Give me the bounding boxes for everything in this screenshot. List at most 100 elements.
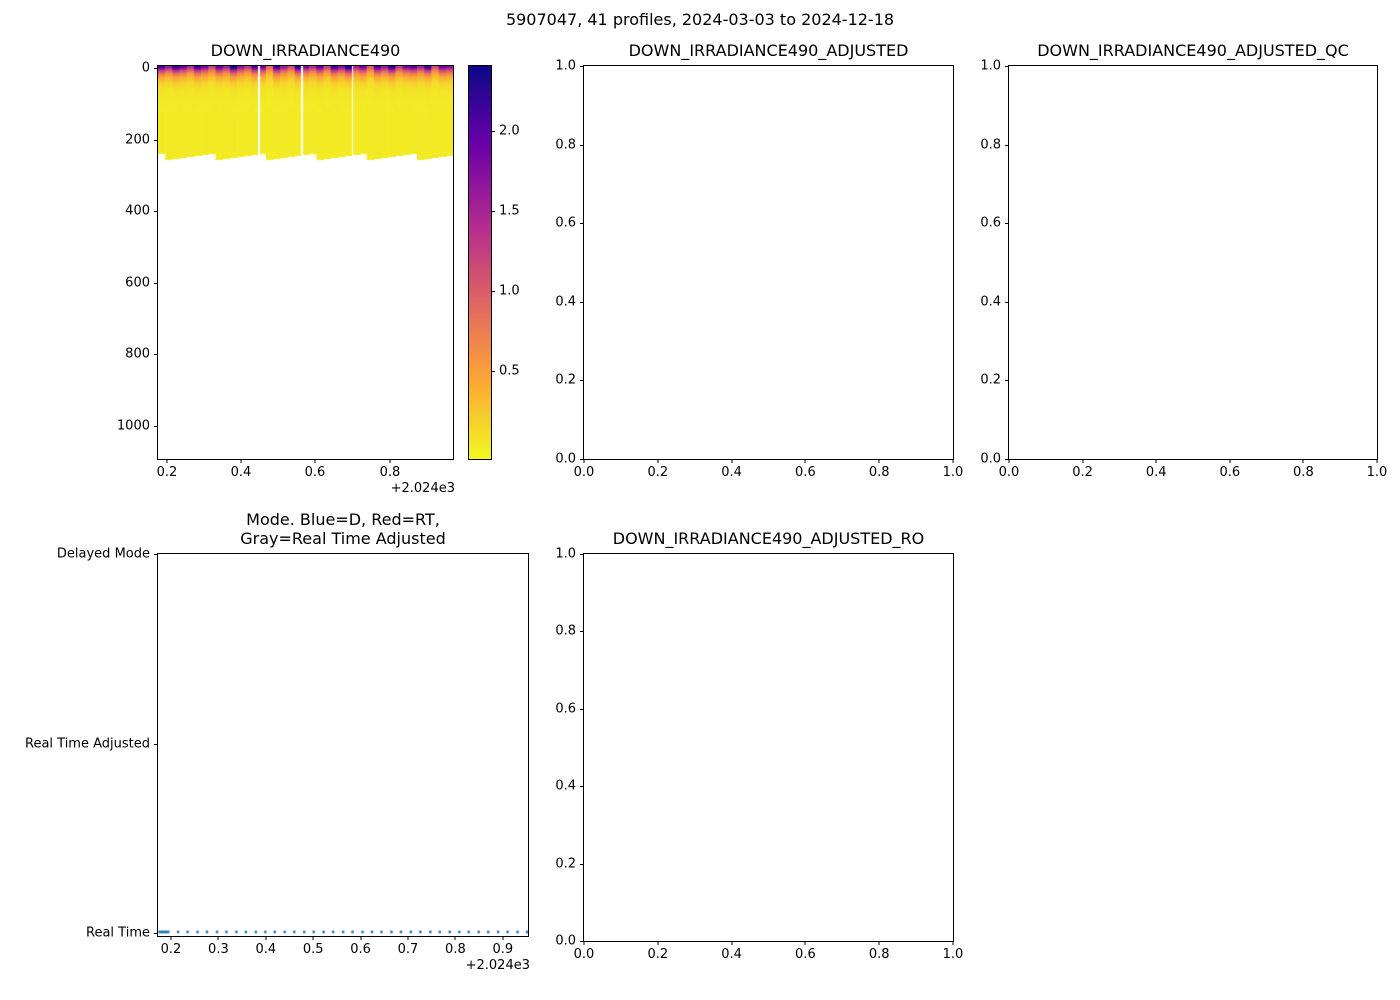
- tick-mark: [491, 291, 495, 292]
- tick-mark: [580, 301, 584, 303]
- plot-adjusted-ro: DOWN_IRRADIANCE490_ADJUSTED_RO 0.0 0.2 0.4…: [555, 529, 963, 961]
- adjusted-x-axis: 0.0 0.2 0.4 0.6 0.8 1.0: [574, 459, 963, 489]
- tick-label: 0.6: [555, 701, 576, 717]
- tick-mark: [491, 371, 495, 372]
- tick-mark: [1005, 223, 1009, 225]
- tick-label: 0.8: [980, 137, 1001, 153]
- tick-label: 0.2: [980, 372, 1001, 388]
- tick-label: Real Time: [86, 925, 150, 941]
- tick-label: 0.8: [379, 465, 401, 480]
- tick-mark: [580, 631, 584, 633]
- tick-label: 0.6: [980, 215, 1001, 231]
- tick-mark: [154, 933, 158, 934]
- tick-mark: [580, 144, 584, 146]
- tick-mark: [1005, 66, 1009, 67]
- tick-mark: [154, 744, 158, 745]
- tick-mark: [731, 459, 733, 463]
- tick-mark: [657, 459, 659, 463]
- tick-label: 0.2: [647, 947, 669, 962]
- tick-label: 0.2: [555, 372, 576, 388]
- tick-label: 0.6: [555, 215, 576, 231]
- tick-mark: [154, 554, 158, 555]
- tick-mark: [217, 936, 219, 940]
- tick-label: 0.4: [555, 294, 576, 310]
- tick-label: 0.2: [160, 942, 182, 957]
- tick-label: 1.0: [980, 58, 1001, 74]
- tick-mark: [166, 459, 168, 463]
- tick-label: 0: [141, 60, 150, 76]
- tick-mark: [314, 459, 316, 463]
- tick-label: 0.6: [1219, 465, 1241, 480]
- colorbar-gradient: [469, 66, 491, 459]
- tick-mark: [583, 941, 585, 945]
- tick-mark: [580, 554, 584, 555]
- tick-label: 0.5: [499, 363, 520, 379]
- tick-mark: [154, 139, 158, 141]
- tick-label: 0.9: [492, 942, 514, 957]
- tick-label: 200: [125, 132, 150, 147]
- tick-mark: [731, 941, 733, 945]
- tick-mark: [580, 459, 584, 460]
- tick-label: 0.6: [304, 465, 326, 480]
- tick-mark: [360, 936, 362, 940]
- tick-mark: [804, 941, 806, 945]
- tick-label: 1.0: [942, 465, 964, 480]
- tick-mark: [1005, 459, 1009, 460]
- adjusted-qc-x-axis: 0.0 0.2 0.4 0.6 0.8 1.0: [999, 459, 1387, 489]
- tick-label: 0.6: [795, 465, 816, 480]
- tick-label: 0.4: [230, 465, 252, 480]
- tick-mark: [1155, 459, 1157, 463]
- plot-adjusted: DOWN_IRRADIANCE490_ADJUSTED 0.0 0.2 0.4 0.6…: [555, 41, 963, 479]
- tick-mark: [154, 68, 158, 69]
- mode-scatter: [158, 554, 528, 936]
- tick-mark: [407, 936, 409, 940]
- tick-mark: [580, 66, 584, 67]
- tick-mark: [1302, 459, 1304, 463]
- tick-label: 0.0: [555, 451, 576, 467]
- figure-suptitle: 5907047, 41 profiles, 2024-03-03 to 2024…: [505, 10, 895, 29]
- tick-mark: [154, 425, 158, 427]
- irradiance-heatmap: [158, 66, 453, 459]
- tick-label: 0.0: [980, 451, 1001, 467]
- plot-adjusted-title: DOWN_IRRADIANCE490_ADJUSTED: [628, 41, 909, 60]
- tick-label: 0.4: [555, 778, 576, 794]
- tick-mark: [491, 211, 495, 212]
- tick-label: 400: [125, 203, 150, 219]
- tick-label: 0.4: [721, 947, 742, 962]
- tick-label: 600: [125, 275, 150, 290]
- tick-mark: [170, 936, 172, 940]
- irradiance-x-axis: 0.2 0.4 0.6 0.8: [157, 459, 453, 489]
- tick-label: 0.6: [350, 942, 371, 957]
- tick-label: 1.0: [555, 58, 576, 74]
- tick-mark: [502, 936, 504, 940]
- tick-label: 0.0: [573, 947, 595, 962]
- tick-mark: [1005, 301, 1009, 303]
- tick-label: 1000: [116, 418, 150, 433]
- irradiance-x-offset-label: +2.024e3: [390, 481, 455, 496]
- tick-mark: [583, 459, 585, 463]
- tick-label: 0.8: [868, 947, 890, 962]
- tick-mark: [265, 936, 267, 940]
- tick-label: 1.5: [499, 203, 520, 219]
- plot-adjusted-qc: DOWN_IRRADIANCE490_ADJUSTED_QC 0.0 0.2 0.4…: [980, 41, 1387, 479]
- tick-mark: [1008, 459, 1010, 463]
- tick-mark: [312, 936, 314, 940]
- tick-label: 0.8: [868, 465, 890, 480]
- tick-mark: [1005, 380, 1009, 382]
- tick-label: 0.0: [573, 465, 595, 480]
- tick-label: 0.3: [208, 942, 229, 957]
- tick-label: 0.0: [998, 465, 1020, 480]
- tick-label: 0.4: [1145, 465, 1167, 480]
- tick-label: 0.6: [795, 947, 816, 962]
- tick-mark: [657, 941, 659, 945]
- tick-label: 0.4: [255, 942, 277, 957]
- tick-mark: [389, 459, 391, 463]
- plot-adjusted-ro-title: DOWN_IRRADIANCE490_ADJUSTED_RO: [612, 529, 925, 548]
- plot-adjusted-qc-title: DOWN_IRRADIANCE490_ADJUSTED_QC: [1037, 41, 1349, 60]
- tick-mark: [580, 941, 584, 942]
- colorbar: 2.0 1.5 1.0 0.5: [468, 65, 520, 460]
- tick-label: 0.2: [647, 465, 669, 480]
- tick-mark: [952, 459, 954, 463]
- tick-mark: [454, 936, 456, 940]
